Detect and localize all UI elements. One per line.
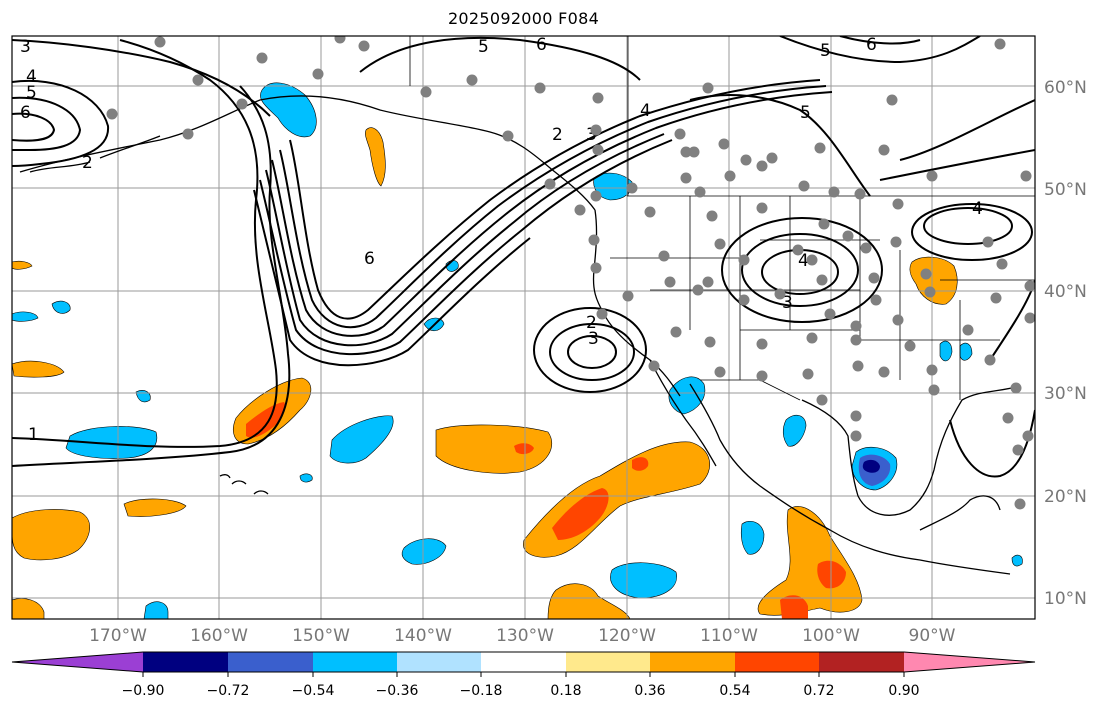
contour-label: 6 <box>866 35 877 55</box>
latitude-label: 30°N <box>1044 384 1087 404</box>
contour-label: 2 <box>82 153 93 173</box>
contour-label: 3 <box>588 329 599 349</box>
map-background <box>12 36 1035 619</box>
colorbar-segment <box>228 652 313 672</box>
latitude-label: 40°N <box>1044 282 1087 302</box>
colorbar-segment <box>566 652 650 672</box>
contour-label: 5 <box>26 83 37 103</box>
contour-label: 4 <box>26 67 37 87</box>
contour-label: 6 <box>536 35 547 55</box>
contour-label: 6 <box>364 249 375 269</box>
longitude-label: 110°W <box>700 626 758 646</box>
contour-label: 6 <box>20 103 31 123</box>
contour-label: 3 <box>20 37 31 57</box>
colorbar-segment <box>397 652 481 672</box>
colorbar-segment <box>819 652 904 672</box>
contour-label: 5 <box>800 103 811 123</box>
colorbar-segment <box>12 652 143 672</box>
colorbar-tick-label: 0.54 <box>719 683 751 699</box>
colorbar-tick-label: 0.72 <box>803 683 835 699</box>
colorbar-tick-label: −0.90 <box>121 683 165 699</box>
contour-lines <box>12 36 1035 478</box>
map-frame <box>11 35 1036 620</box>
latitude-label: 60°N <box>1044 78 1087 98</box>
contour-label: 4 <box>798 251 809 271</box>
latitude-label: 50°N <box>1044 180 1087 200</box>
contour-label: 3 <box>782 293 793 313</box>
contour-label: 1 <box>28 425 39 445</box>
colorbar-tick-label: −0.18 <box>459 683 503 699</box>
contour-label: 2 <box>552 125 563 145</box>
latitude-label: 20°N <box>1044 487 1087 507</box>
colorbar-tick-label: 0.18 <box>550 683 582 699</box>
colorbar-tick-label: −0.54 <box>291 683 335 699</box>
contour-label: 2 <box>586 313 597 333</box>
colorbar-segment <box>143 652 228 672</box>
longitude-label: 160°W <box>190 626 248 646</box>
contour-label: 5 <box>820 41 831 61</box>
contour-label: 4 <box>640 101 651 121</box>
longitude-label: 140°W <box>394 626 452 646</box>
colorbar-tick-label: −0.72 <box>206 683 250 699</box>
longitude-label: 170°W <box>89 626 147 646</box>
colorbar-segment <box>904 652 1035 672</box>
contour-label: 5 <box>478 37 489 57</box>
colorbar-segment <box>313 652 397 672</box>
station-markers <box>106 36 1035 510</box>
contour-label: 3 <box>586 125 597 145</box>
contour-label-group: 3 4 5 6 2 5 6 6 5 4 3 2 6 1 2 3 4 3 4 5 <box>20 35 983 445</box>
longitude-label: 90°W <box>908 626 956 646</box>
latitude-label: 10°N <box>1044 589 1087 609</box>
colorbar-tick-label: 0.90 <box>888 683 920 699</box>
graticule <box>12 36 1035 619</box>
political-borders <box>409 36 1035 401</box>
contour-label: 4 <box>972 199 983 219</box>
colorbar-segment <box>735 652 819 672</box>
colorbar-segment <box>650 652 735 672</box>
longitude-label: 100°W <box>802 626 860 646</box>
colorbar <box>11 651 1036 677</box>
map-title: 2025092000 F084 <box>447 9 600 28</box>
colorbar-tick-label: −0.36 <box>375 683 419 699</box>
colorbar-segment <box>481 652 566 672</box>
longitude-label: 120°W <box>598 626 656 646</box>
colorbar-tick-label: 0.36 <box>634 683 666 699</box>
shaded-field <box>12 82 1023 619</box>
longitude-label: 150°W <box>292 626 350 646</box>
longitude-label: 130°W <box>496 626 554 646</box>
